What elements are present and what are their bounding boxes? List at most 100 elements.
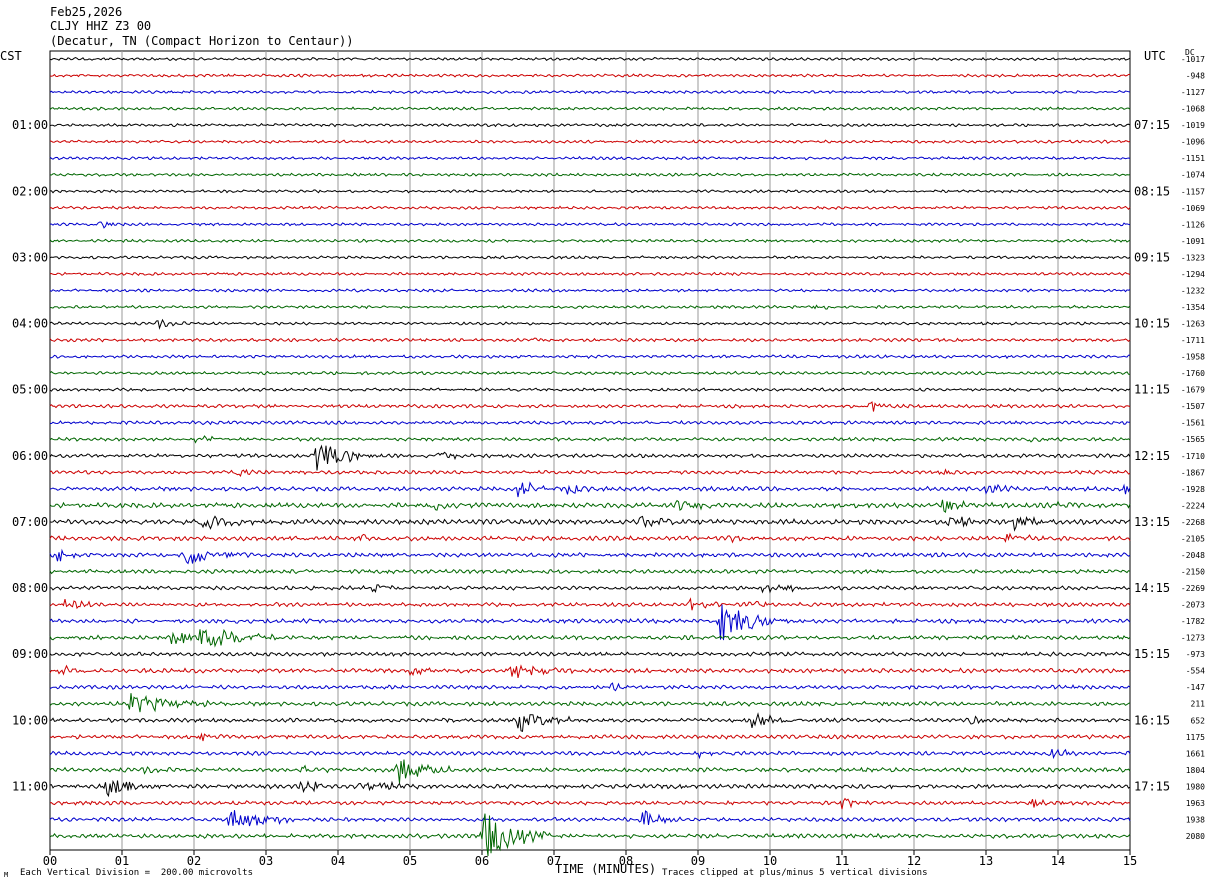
x-tick-label-09: 09	[691, 854, 705, 868]
right-hour-label-11: 17:15	[1134, 779, 1170, 793]
dc-offset-5: -1019	[1181, 121, 1205, 130]
trace-line-7	[49, 155, 1131, 161]
left-hour-label-2: 02:00	[12, 184, 48, 198]
trace-line-1	[49, 56, 1131, 62]
station-code: CLJY HHZ Z3 00	[50, 19, 152, 33]
dc-offset-21: -1679	[1181, 386, 1205, 395]
x-tick-label-06: 06	[475, 854, 489, 868]
right-hour-label-1: 07:15	[1134, 118, 1170, 132]
dc-offset-35: -1782	[1181, 617, 1205, 626]
right-hour-label-4: 10:15	[1134, 317, 1170, 331]
trace-line-5	[49, 122, 1131, 128]
x-tick-label-05: 05	[403, 854, 417, 868]
trace-line-15	[49, 288, 1131, 293]
dc-offset-24: -1565	[1181, 435, 1205, 444]
trace-line-10	[49, 205, 1131, 210]
dc-offset-34: -2073	[1181, 601, 1205, 610]
dc-offset-23: -1561	[1181, 419, 1205, 428]
left-hour-label-9: 09:00	[12, 647, 48, 661]
trace-line-38	[49, 664, 1131, 679]
dc-offset-16: -1354	[1181, 303, 1205, 312]
trace-line-46	[49, 797, 1131, 810]
right-hour-label-5: 11:15	[1134, 383, 1170, 397]
right-hour-label-7: 13:15	[1134, 515, 1170, 529]
dc-offset-8: -1074	[1181, 171, 1205, 180]
trace-line-21	[49, 387, 1131, 392]
left-hour-label-4: 04:00	[12, 317, 48, 331]
dc-offset-42: 1175	[1186, 733, 1205, 742]
left-hour-label-1: 01:00	[12, 118, 48, 132]
dc-offset-11: -1126	[1181, 220, 1205, 229]
dc-offset-40: 211	[1191, 700, 1206, 709]
dc-offset-22: -1507	[1181, 402, 1205, 411]
dc-offset-29: -2268	[1181, 518, 1205, 527]
left-hour-label-7: 07:00	[12, 515, 48, 529]
trace-line-41	[49, 712, 1131, 732]
trace-line-13	[49, 255, 1131, 260]
x-tick-label-11: 11	[835, 854, 849, 868]
x-tick-label-01: 01	[115, 854, 129, 868]
dc-offset-36: -1273	[1181, 634, 1205, 643]
trace-line-35	[49, 604, 1131, 641]
dc-offset-33: -2269	[1181, 584, 1205, 593]
trace-line-39	[49, 682, 1131, 692]
trace-line-4	[49, 106, 1131, 111]
dc-offset-10: -1069	[1181, 204, 1205, 213]
trace-line-48	[49, 813, 1131, 857]
dc-offset-41: 652	[1191, 716, 1206, 725]
plot-frame	[49, 50, 1131, 851]
dc-offset-7: -1151	[1181, 154, 1205, 163]
x-tick-label-12: 12	[907, 854, 921, 868]
dc-offset-13: -1323	[1181, 253, 1205, 262]
trace-line-31	[49, 548, 1131, 565]
trace-line-34	[49, 597, 1131, 611]
left-hour-label-6: 06:00	[12, 449, 48, 463]
x-tick-label-10: 10	[763, 854, 777, 868]
dc-offset-39: -147	[1186, 683, 1205, 692]
dc-offset-28: -2224	[1181, 501, 1205, 510]
trace-line-27	[49, 481, 1131, 498]
dc-offset-30: -2105	[1181, 534, 1205, 543]
dc-offset-43: 1661	[1186, 749, 1205, 758]
trace-line-42	[49, 732, 1131, 742]
left-timezone-label: CST	[0, 49, 22, 63]
trace-line-16	[49, 304, 1131, 310]
dc-offset-38: -554	[1186, 667, 1205, 676]
scale-note: Each Vertical Division = 200.00 microvol…	[20, 868, 253, 878]
dc-offset-3: -1127	[1181, 88, 1205, 97]
dc-offset-6: -1096	[1181, 138, 1205, 147]
right-hour-label-6: 12:15	[1134, 449, 1170, 463]
trace-line-23	[50, 419, 1131, 426]
dc-offset-9: -1157	[1181, 187, 1205, 196]
right-hour-label-10: 16:15	[1134, 713, 1170, 727]
dc-offset-27: -1928	[1181, 485, 1205, 494]
trace-line-20	[49, 370, 1131, 376]
trace-line-22	[49, 401, 1131, 412]
left-hour-label-10: 10:00	[12, 713, 48, 727]
x-tick-label-00: 00	[43, 854, 57, 868]
dc-offset-header: DC	[1185, 48, 1195, 57]
left-hour-label-5: 05:00	[12, 383, 48, 397]
dc-offset-20: -1760	[1181, 369, 1205, 378]
dc-offset-12: -1091	[1181, 237, 1205, 246]
trace-line-47	[49, 810, 1131, 827]
dc-offset-46: 1963	[1186, 799, 1205, 808]
dc-offset-31: -2048	[1181, 551, 1205, 560]
dc-offset-15: -1232	[1181, 286, 1205, 295]
trace-line-33	[49, 584, 1131, 594]
trace-line-30	[49, 532, 1131, 544]
trace-line-37	[49, 651, 1131, 658]
trace-line-18	[49, 337, 1131, 343]
dc-offset-48: 2080	[1186, 832, 1205, 841]
x-tick-label-07: 07	[547, 854, 561, 868]
dc-offset-14: -1294	[1181, 270, 1205, 279]
trace-line-28	[49, 499, 1131, 513]
dc-offset-1: -1017	[1181, 55, 1205, 64]
right-hour-label-3: 09:15	[1134, 250, 1170, 264]
dc-offset-25: -1710	[1181, 452, 1205, 461]
trace-line-29	[49, 515, 1131, 532]
dc-offset-32: -2150	[1181, 567, 1205, 576]
dc-offset-19: -1958	[1181, 353, 1205, 362]
x-tick-label-15: 15	[1123, 854, 1137, 868]
